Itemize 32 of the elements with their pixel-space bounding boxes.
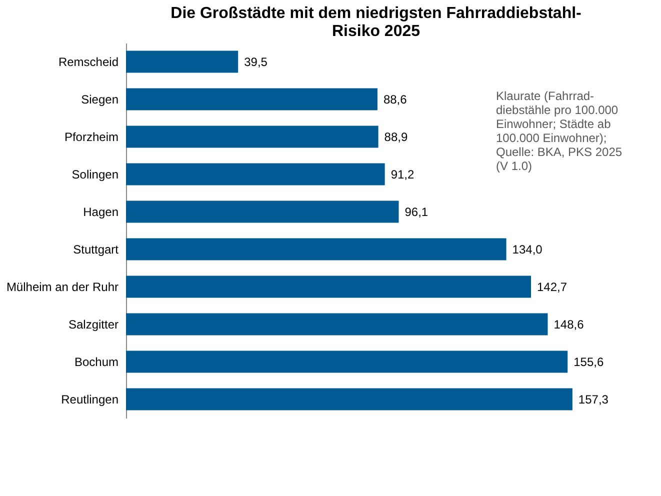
y-tick-label: Remscheid [58, 54, 118, 69]
y-tick-label: Siegen [81, 92, 118, 106]
bar [126, 126, 378, 148]
bar [126, 88, 378, 110]
data-label: 148,6 [554, 317, 584, 332]
bar [126, 163, 385, 186]
bar [126, 50, 238, 73]
y-tick-label: Pforzheim [64, 130, 118, 144]
data-label: 134,0 [512, 242, 543, 256]
chart-title: Die Großstädte mit dem niedrigsten Fahrraddiebstahl- Risiko 2025 [170, 5, 582, 40]
bar [126, 350, 568, 373]
y-tick-label: Mülheim an der Ruhr [6, 280, 118, 294]
y-tick-label: Salzgitter [68, 317, 118, 332]
data-label: 157,3 [578, 392, 609, 406]
annotation: Klaurate (Fahrrad- diebstähle pro 100.000 Einwohner; Städte ab 100.000 Einwohner); Quelle: BKA, PKS 2025 (V 1.0) [496, 89, 622, 173]
y-tick-label: Bochum [74, 354, 118, 369]
data-label: 39,5 [244, 54, 268, 69]
bar [126, 313, 548, 336]
y-tick-label: Stuttgart [73, 242, 120, 256]
bar [126, 238, 506, 260]
data-label: 88,9 [384, 130, 408, 144]
bar [126, 388, 572, 410]
data-label: 91,2 [390, 167, 415, 182]
y-tick-label: Hagen [83, 204, 118, 219]
data-label: 155,6 [574, 354, 604, 369]
y-tick-label: Reutlingen [61, 392, 118, 406]
y-tick-label: Solingen [72, 167, 118, 182]
data-label: 88,6 [383, 92, 408, 106]
bar [126, 276, 531, 298]
bar [126, 200, 399, 223]
data-label: 96,1 [404, 204, 428, 219]
data-label: 142,7 [536, 280, 568, 294]
